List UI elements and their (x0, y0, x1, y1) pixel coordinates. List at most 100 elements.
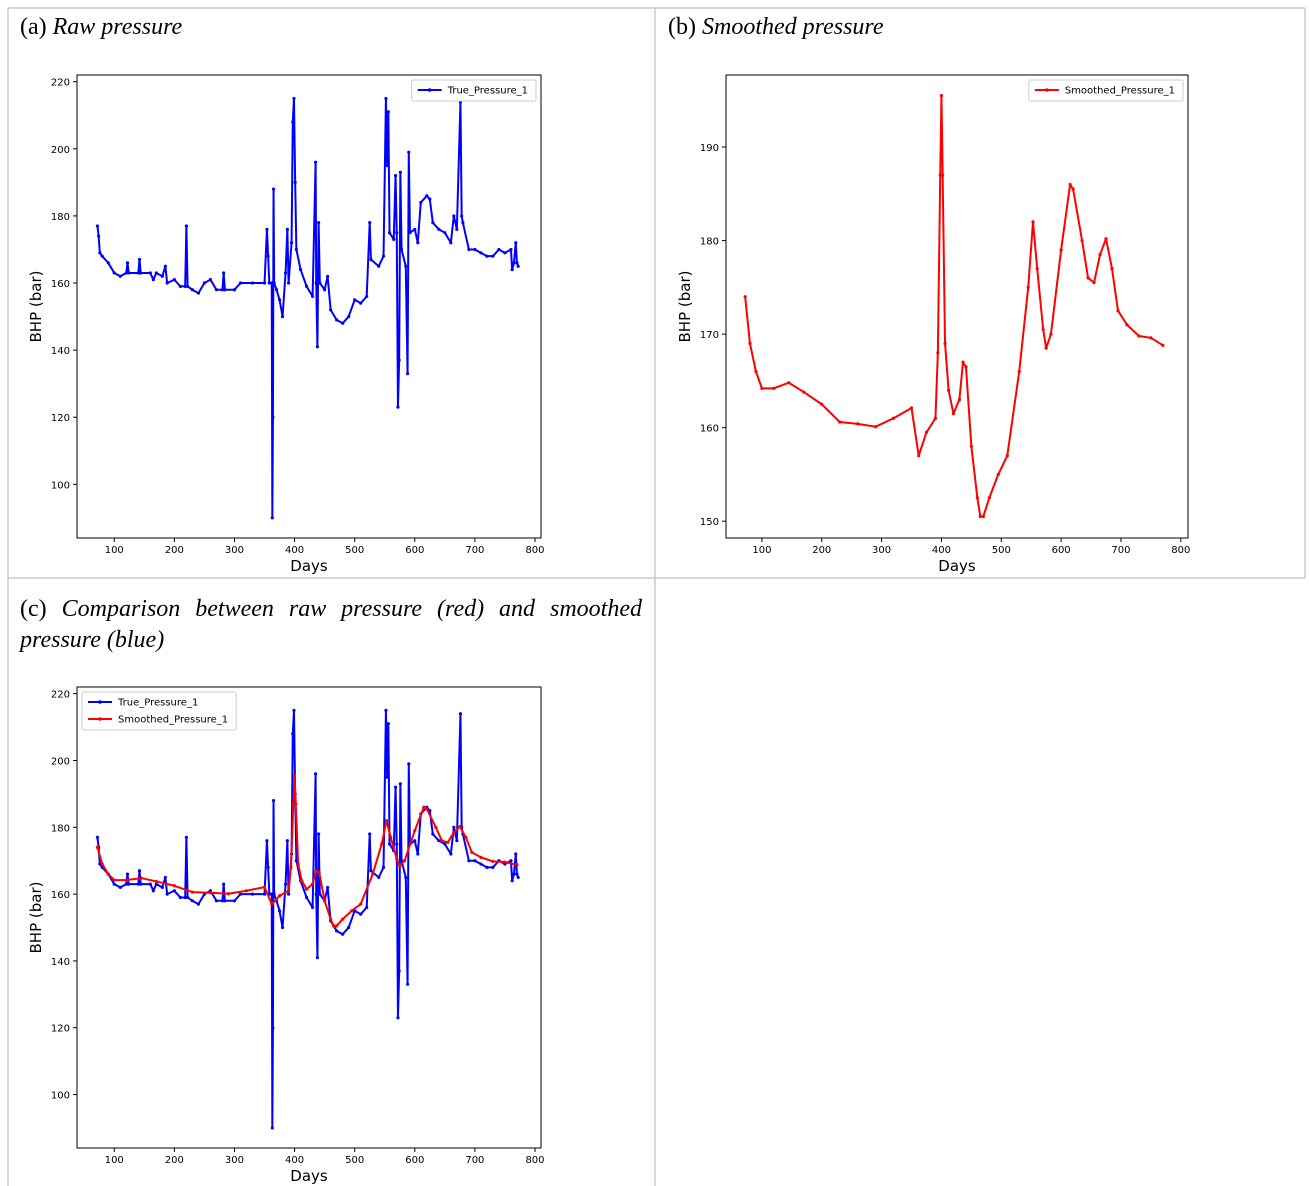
x-tick-label: 100 (105, 545, 124, 556)
data-point (277, 894, 282, 898)
data-point (304, 895, 309, 900)
data-point (335, 929, 339, 933)
data-point (332, 924, 336, 928)
data-point (220, 899, 225, 903)
data-point (452, 825, 456, 829)
data-point (371, 872, 375, 876)
data-point (136, 882, 140, 886)
data-point (428, 197, 432, 201)
data-point (399, 859, 404, 863)
data-point (491, 859, 495, 863)
data-point (467, 859, 471, 863)
data-point (323, 899, 327, 903)
data-point (271, 415, 275, 419)
data-point (485, 254, 489, 258)
data-point (933, 416, 938, 420)
data-point (314, 892, 318, 896)
data-point (509, 247, 513, 252)
x-tick-label: 700 (465, 545, 484, 556)
data-point (1005, 454, 1009, 458)
data-point (514, 852, 518, 856)
data-point (304, 887, 309, 891)
data-point (163, 264, 167, 268)
data-point (124, 271, 128, 275)
data-point (335, 318, 339, 322)
data-point (183, 895, 187, 900)
data-point (368, 221, 372, 225)
data-point (1035, 267, 1039, 271)
data-point (398, 782, 402, 786)
data-point (323, 288, 327, 292)
data-point (503, 251, 507, 255)
y-tick-label: 180 (51, 212, 70, 223)
caption-title: Raw pressure (52, 14, 183, 40)
data-point (380, 842, 384, 846)
data-point (151, 278, 155, 282)
x-tick-label: 500 (345, 545, 364, 556)
data-point (754, 369, 758, 374)
legend: True_Pressure_1 Smoothed_Pressure_1 (81, 691, 237, 731)
data-point (924, 430, 929, 434)
data-point (300, 879, 304, 883)
data-point (124, 878, 128, 882)
data-point (1110, 267, 1114, 271)
data-point (265, 839, 269, 843)
data-point (449, 852, 453, 856)
x-tick-label: 600 (405, 545, 424, 556)
data-point (467, 247, 471, 252)
x-axis-label: Days (938, 557, 976, 575)
data-point (222, 882, 226, 886)
data-point (127, 271, 131, 275)
y-tick-label: 160 (700, 424, 719, 435)
data-point (455, 227, 459, 231)
data-point (449, 241, 453, 245)
legend-frame (81, 691, 237, 731)
data-point (431, 832, 435, 836)
data-point (891, 416, 896, 420)
data-point (386, 110, 390, 114)
data-point (291, 802, 295, 806)
data-point (516, 264, 520, 268)
data-point (95, 835, 100, 839)
legend-label: Smoothed_Pressure_1 (1065, 86, 1175, 97)
x-tick-label: 400 (285, 545, 304, 556)
data-point (294, 247, 298, 252)
data-point (1017, 369, 1021, 374)
data-point (326, 885, 330, 890)
y-tick-label: 200 (51, 756, 70, 767)
data-point (497, 247, 501, 252)
data-point (387, 842, 392, 846)
data-point (280, 314, 285, 319)
data-point (385, 163, 389, 168)
data-point (404, 264, 408, 268)
data-point (226, 892, 231, 896)
data-point (981, 514, 985, 519)
data-point (509, 859, 513, 863)
data-line (96, 709, 520, 1129)
data-point (286, 892, 291, 896)
data-point (395, 842, 399, 846)
data-point (384, 708, 388, 712)
data-point (386, 722, 390, 726)
data-point (407, 150, 411, 154)
x-tick-label: 500 (992, 545, 1011, 556)
data-point (368, 832, 372, 836)
data-point (413, 839, 417, 843)
data-point (196, 902, 201, 906)
data-point (434, 825, 438, 829)
data-point (443, 231, 447, 235)
data-point (286, 281, 291, 285)
y-tick-label: 120 (51, 1024, 70, 1035)
data-point (760, 386, 764, 390)
data-point (190, 899, 194, 903)
data-point (160, 274, 164, 278)
data-point (402, 859, 407, 863)
data-point (941, 173, 945, 177)
data-point (369, 257, 373, 262)
data-point (458, 712, 463, 716)
data-point (510, 879, 514, 883)
data-point (397, 969, 401, 973)
plot-content (95, 96, 520, 520)
data-point (137, 257, 142, 262)
data-point (479, 862, 483, 866)
